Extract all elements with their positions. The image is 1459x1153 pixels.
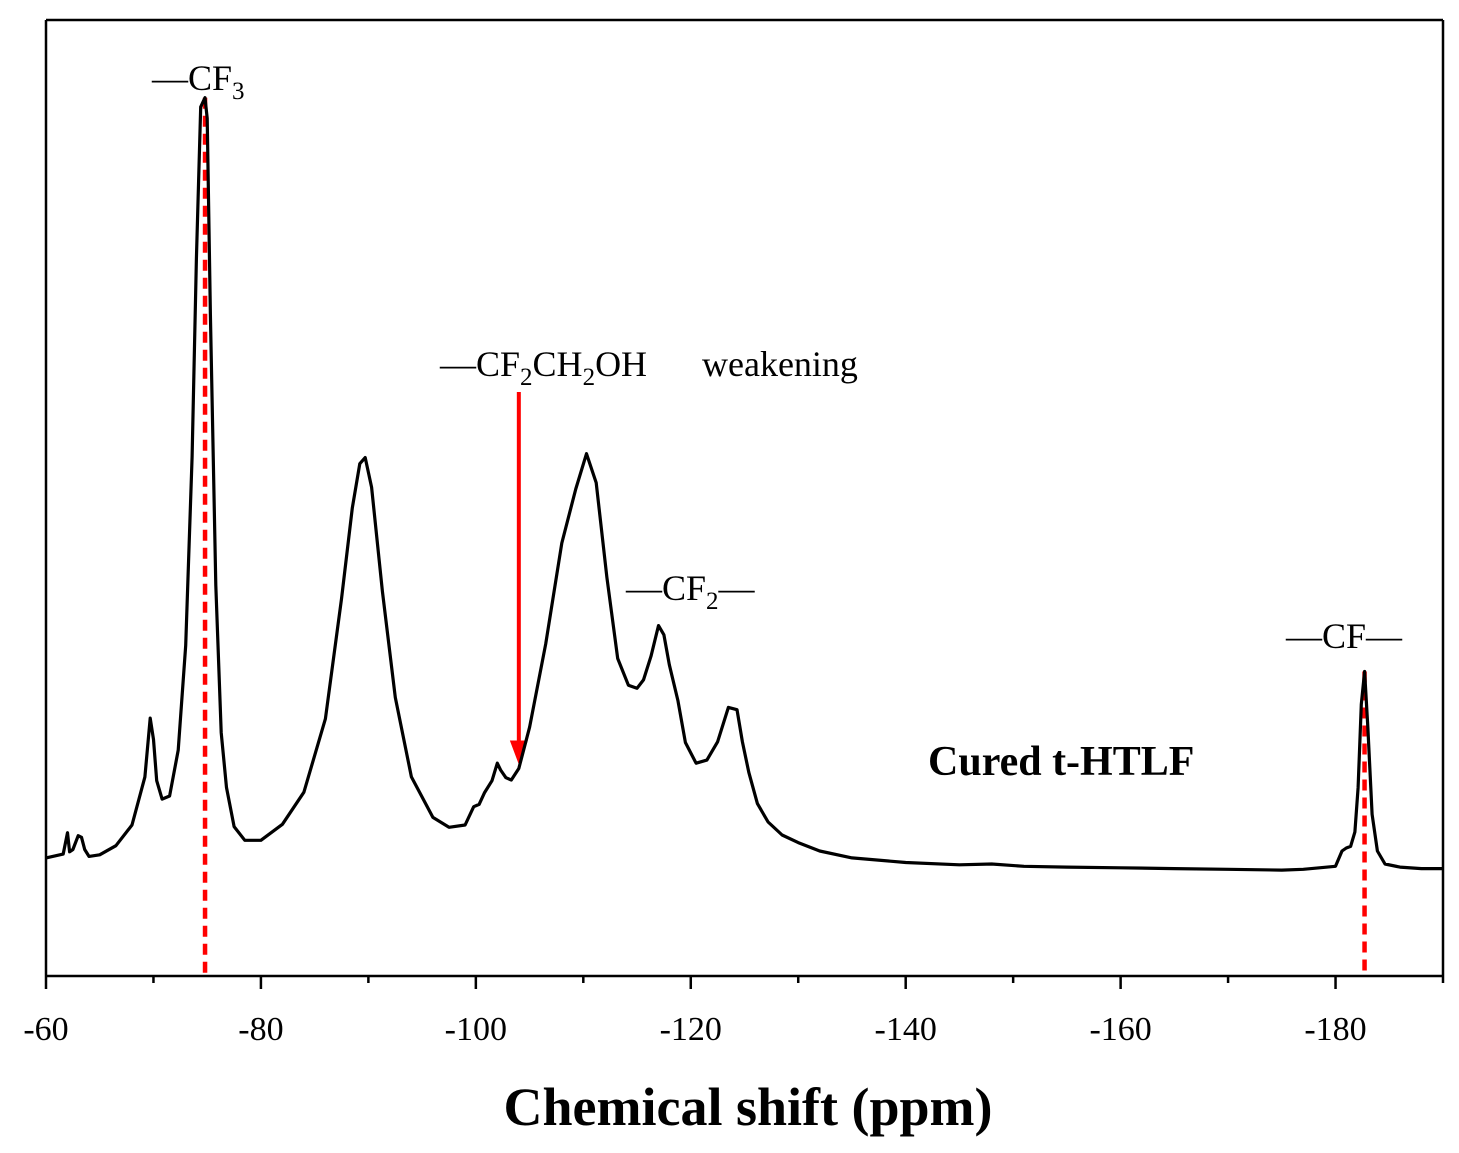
x-tick-label: -120 <box>660 1011 722 1048</box>
x-tick-label: -180 <box>1304 1011 1366 1048</box>
annotation-cf3: —CF3 <box>151 58 245 105</box>
spectrum-line <box>45 96 1443 872</box>
annotation-text: —CF <box>151 58 232 98</box>
annotation-text: CH <box>533 344 583 384</box>
annotation-weakening: weakening <box>702 344 858 384</box>
x-tick-label: -140 <box>875 1011 937 1048</box>
annotation-text: —CF <box>439 344 520 384</box>
x-axis-label: Chemical shift (ppm) <box>504 1077 993 1137</box>
annotation-cf: —CF— <box>1285 616 1403 656</box>
x-ticks <box>44 976 1445 989</box>
annotation-text: — <box>718 568 756 608</box>
x-tick-label: -60 <box>23 1011 68 1048</box>
annotation-text: weakening <box>702 344 858 384</box>
peak-markers <box>202 97 1367 976</box>
peak-annotations: —CF3—CF2CH2OH weakening—CF2——CF— <box>151 58 1403 656</box>
annotation-text: OH <box>595 344 647 384</box>
x-tick-label: -100 <box>445 1011 507 1048</box>
annotation-subscript: 2 <box>520 364 533 391</box>
x-tick-label: -160 <box>1089 1011 1151 1048</box>
x-tick-labels: -60 -80 -100 -120 -140 -160 -180 <box>23 1011 1366 1048</box>
sample-label: Cured t-HTLF <box>928 739 1194 785</box>
annotation-subscript: 2 <box>583 364 596 391</box>
annotation-text: —CF <box>625 568 706 608</box>
plot-frame <box>44 18 1445 978</box>
annotation-text: —CF— <box>1285 616 1403 656</box>
x-tick-label: -80 <box>238 1011 283 1048</box>
annotation-subscript: 2 <box>706 588 719 615</box>
annotation-cf2: —CF2— <box>625 568 756 615</box>
annotation-subscript: 3 <box>232 78 245 105</box>
annotation-cf2ch2oh: —CF2CH2OH <box>439 344 647 391</box>
